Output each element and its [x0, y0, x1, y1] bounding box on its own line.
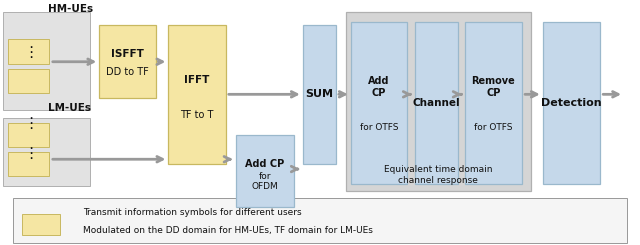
Text: HM-UEs: HM-UEs — [48, 4, 93, 13]
Bar — [168, 24, 226, 164]
Bar — [346, 12, 531, 191]
Text: IFFT: IFFT — [184, 75, 210, 85]
Text: DD to TF: DD to TF — [106, 67, 148, 77]
Text: for OTFS: for OTFS — [360, 123, 398, 132]
Text: ⋮: ⋮ — [23, 116, 38, 131]
Text: ISFFT: ISFFT — [111, 49, 144, 59]
Bar — [415, 22, 458, 184]
Text: Add CP: Add CP — [245, 159, 285, 169]
Text: Remove
CP: Remove CP — [472, 76, 515, 98]
Text: Modulated on the DD domain for HM-UEs, TF domain for LM-UEs: Modulated on the DD domain for HM-UEs, T… — [83, 226, 373, 235]
Text: SUM: SUM — [305, 89, 333, 99]
Text: Transmit information symbols for different users: Transmit information symbols for differe… — [83, 208, 302, 217]
Text: ⋮: ⋮ — [23, 45, 38, 60]
Bar — [8, 69, 49, 93]
Bar — [8, 122, 49, 147]
Bar — [543, 22, 600, 184]
Bar — [465, 22, 522, 184]
Bar — [303, 24, 336, 164]
Bar — [236, 135, 294, 207]
Text: Equivalent time domain
channel response: Equivalent time domain channel response — [384, 165, 493, 185]
Text: Detection: Detection — [541, 98, 602, 108]
Text: ⋮: ⋮ — [23, 146, 38, 161]
Bar — [8, 152, 49, 176]
Bar — [8, 39, 49, 64]
Text: for OTFS: for OTFS — [474, 123, 513, 132]
Text: Channel: Channel — [413, 98, 460, 108]
Bar — [351, 22, 407, 184]
Bar — [99, 24, 156, 98]
Bar — [3, 118, 90, 186]
Bar — [3, 12, 90, 110]
Text: Add
CP: Add CP — [368, 76, 390, 98]
Bar — [22, 214, 60, 235]
Text: TF to T: TF to T — [180, 110, 214, 120]
Text: LM-UEs: LM-UEs — [48, 103, 91, 113]
Text: for
OFDM: for OFDM — [252, 172, 278, 191]
Bar — [13, 198, 627, 243]
